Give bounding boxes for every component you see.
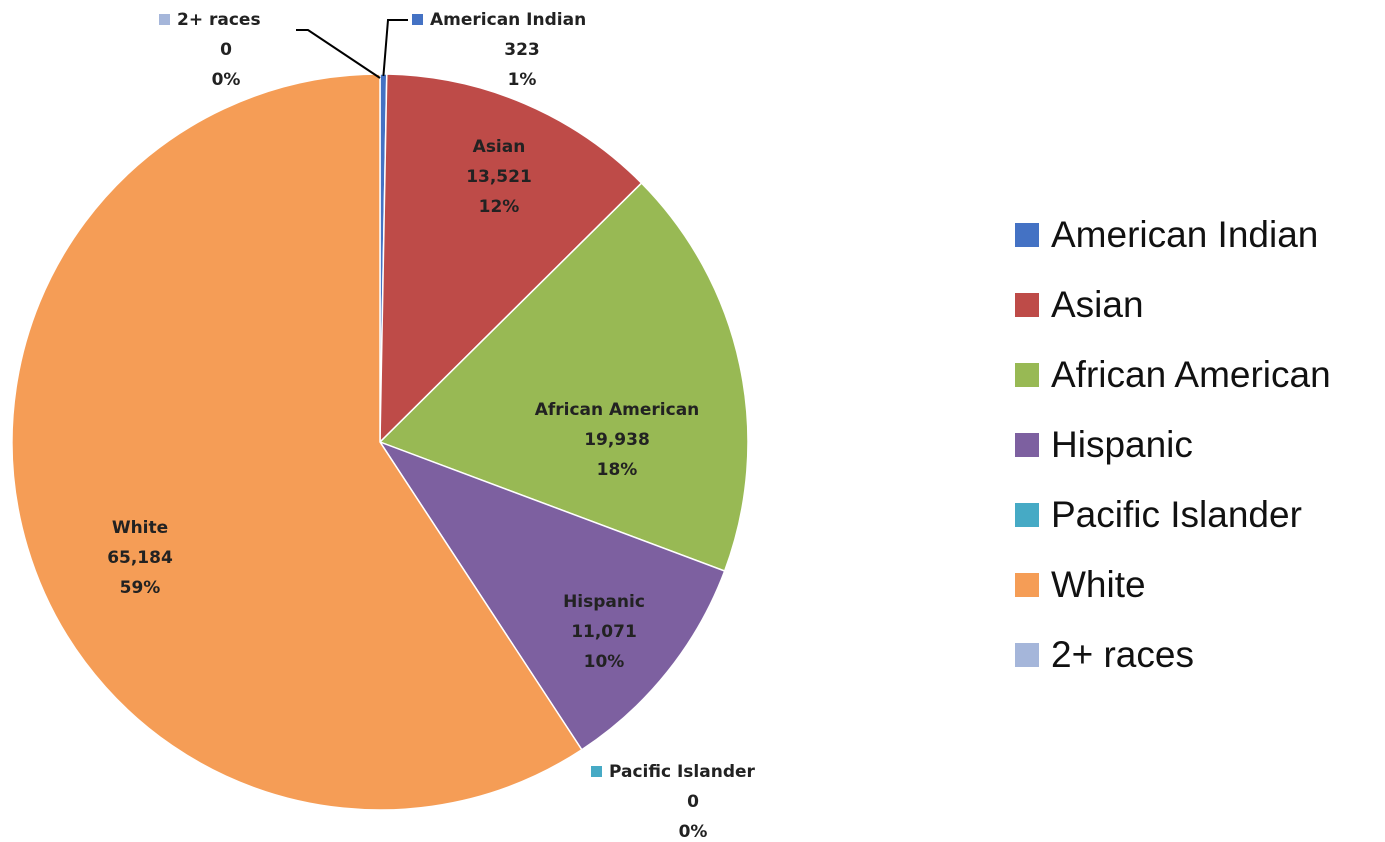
slice-label-asian-name: Asian [473, 137, 526, 157]
slice-label-asian-percent: 12% [479, 197, 520, 217]
legend-item-2-plus-races: 2+ races [1015, 620, 1375, 690]
legend-swatch [1015, 363, 1039, 387]
slice-label-2-plus-races-percent: 0% [212, 70, 241, 90]
slice-label-african-american-name: African American [535, 400, 700, 420]
slice-label-white-value: 65,184 [107, 548, 173, 568]
legend-swatch [1015, 573, 1039, 597]
data-labels: American Indian 323 1% Asian 13,521 12% Africa… [107, 10, 755, 842]
slice-label-hispanic-value: 11,071 [571, 622, 637, 642]
slice-label-white-percent: 59% [120, 578, 161, 598]
slice-label-african-american-value: 19,938 [584, 430, 650, 450]
legend-swatch [1015, 293, 1039, 317]
legend-swatch [1015, 643, 1039, 667]
slice-label-hispanic-name: Hispanic [563, 592, 645, 612]
slice-label-hispanic-percent: 10% [584, 652, 625, 672]
pie-slice-african-american [378, 182, 749, 572]
legend-label: Pacific Islander [1051, 494, 1302, 535]
legend-label: American Indian [1051, 214, 1319, 255]
leader-line-2-plus-races [296, 29, 381, 79]
slice-label-american-indian-value: 323 [504, 40, 540, 60]
slice-label-marker-american-indian [412, 14, 423, 25]
legend-label: Asian [1051, 284, 1144, 325]
legend-item-white: White [1015, 550, 1375, 620]
legend-label: African American [1051, 354, 1331, 395]
slice-label-2-plus-races-value: 0 [220, 40, 232, 60]
slice-label-2-plus-races-name: 2+ races [177, 10, 261, 30]
leader-line-american-indian [382, 19, 408, 77]
pie-slice-white [11, 73, 583, 811]
legend-label: 2+ races [1051, 634, 1194, 675]
legend-swatch [1015, 433, 1039, 457]
legend-swatch [1015, 223, 1039, 247]
slice-label-asian-value: 13,521 [466, 167, 532, 187]
legend-item-pacific-islander: Pacific Islander [1015, 480, 1375, 550]
legend-label: White [1051, 564, 1146, 605]
legend-swatch [1015, 503, 1039, 527]
slice-label-marker-pacific-islander [591, 766, 602, 777]
legend-item-american-indian: American Indian [1015, 200, 1375, 270]
legend-item-asian: Asian [1015, 270, 1375, 340]
leader-lines [296, 19, 408, 79]
slice-label-american-indian-name: American Indian [430, 10, 586, 30]
legend-item-hispanic: Hispanic [1015, 410, 1375, 480]
slice-label-pacific-islander-name: Pacific Islander [609, 762, 756, 782]
slice-label-pacific-islander-value: 0 [687, 792, 699, 812]
pie-slice-hispanic [378, 440, 726, 751]
slice-label-pacific-islander-percent: 0% [679, 822, 708, 842]
slice-label-marker-2-plus-races [159, 14, 170, 25]
legend: American Indian Asian African American H… [1015, 200, 1375, 690]
slice-label-african-american-percent: 18% [597, 460, 638, 480]
slice-label-american-indian-percent: 1% [508, 70, 537, 90]
legend-label: Hispanic [1051, 424, 1193, 465]
pie-slices [11, 73, 749, 811]
slice-label-white-name: White [112, 518, 168, 538]
legend-item-african-american: African American [1015, 340, 1375, 410]
pie-slice-asian [379, 73, 643, 444]
